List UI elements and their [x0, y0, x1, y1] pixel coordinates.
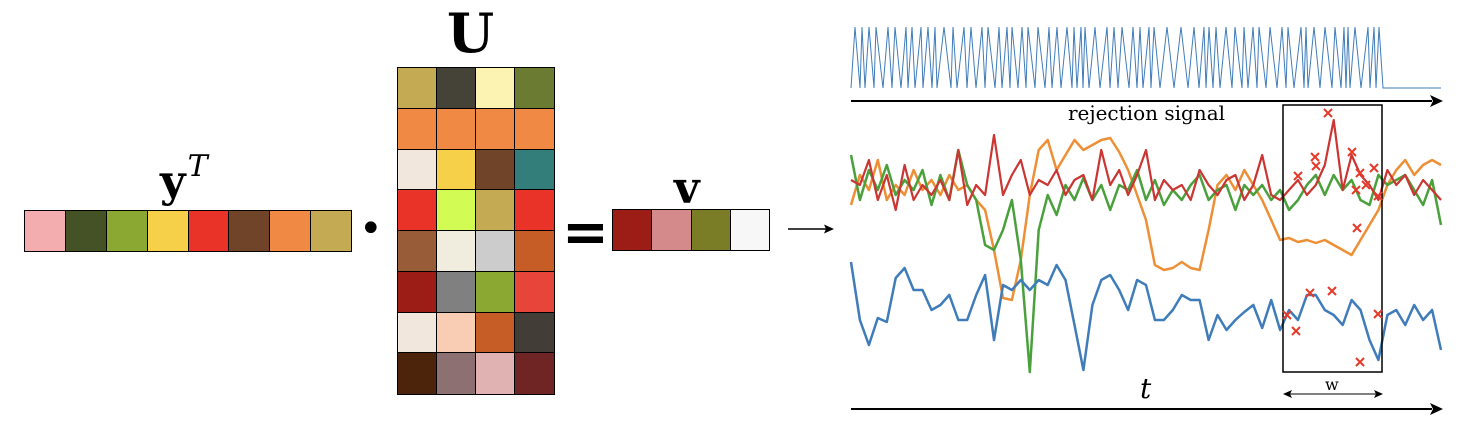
u-matrix-cell: [398, 190, 437, 231]
u-matrix-cell: [437, 271, 476, 313]
rejection-axis-arrowhead: [1430, 95, 1443, 107]
y-vector-cell: [25, 211, 66, 251]
u-matrix-cell: [398, 312, 437, 354]
rejection-marker: [1351, 185, 1361, 195]
u-matrix-cell: [398, 271, 437, 313]
right-arrow-icon: [788, 224, 834, 234]
u-matrix-cell: [515, 312, 554, 354]
y-vector-cell: [188, 211, 230, 251]
orange-series-line: [849, 136, 1442, 302]
u-matrix-cell: [437, 190, 476, 231]
u-matrix-cell: [476, 312, 515, 354]
rejection-signal-label: rejection signal: [1068, 101, 1225, 125]
time-label: t: [1140, 372, 1152, 405]
u-matrix-cell: [476, 231, 515, 272]
rejection-marker: [1352, 223, 1362, 233]
rejection-marker: [1355, 357, 1365, 367]
window-width-arrowhead-right: [1374, 390, 1383, 398]
rejection-marker: [1310, 152, 1320, 162]
rejection-marker: [1369, 163, 1379, 173]
u-matrix-cell: [515, 231, 554, 272]
u-matrix-cell: [476, 271, 515, 313]
v-vector-cell: [652, 210, 692, 250]
u-matrix-cell: [476, 108, 515, 150]
rejection-marker: [1323, 108, 1333, 118]
u-matrix-cell: [398, 149, 437, 191]
v-symbol: v: [674, 163, 700, 214]
y-vector-cell: [147, 211, 189, 251]
rejection-markers: [1282, 108, 1383, 367]
time-axis-arrowhead: [1430, 403, 1443, 415]
u-matrix-cell: [398, 231, 437, 272]
v-vector: [612, 209, 770, 251]
rejection-marker: [1373, 191, 1383, 201]
u-matrix-cell: [398, 108, 437, 150]
window-width-arrowhead-left: [1283, 390, 1292, 398]
u-matrix-cell: [476, 149, 515, 191]
equals-sign: =: [562, 200, 609, 265]
u-matrix-cell: [398, 68, 437, 109]
rejection-marker: [1293, 171, 1303, 181]
y-transpose-symbol: yT: [160, 152, 208, 204]
v-vector-cell: [613, 210, 653, 250]
rejection-marker: [1355, 168, 1365, 178]
u-matrix-cell: [437, 231, 476, 272]
red-series-line: [850, 118, 1442, 212]
dot-operator: •: [359, 206, 383, 252]
rejection-marker: [1291, 326, 1301, 336]
v-vector-cell: [691, 210, 731, 250]
u-matrix: [397, 67, 555, 395]
v-vector-cell: [730, 210, 769, 250]
u-matrix-cell: [437, 149, 476, 191]
u-matrix-cell: [515, 271, 554, 313]
rejection-marker: [1305, 288, 1315, 298]
y-vector-cell: [106, 211, 148, 251]
u-matrix-cell: [437, 312, 476, 354]
rejection-signal-trace: [850, 26, 1441, 89]
u-matrix-cell: [515, 149, 554, 191]
rejection-marker: [1361, 180, 1371, 190]
u-matrix-cell: [398, 353, 437, 394]
y-vector-cell: [65, 211, 107, 251]
u-matrix-cell: [476, 190, 515, 231]
rejection-marker: [1373, 309, 1383, 319]
u-matrix-cell: [515, 108, 554, 150]
y-superscript: T: [187, 149, 208, 184]
y-symbol: y: [160, 156, 186, 207]
y-vector: [24, 210, 352, 252]
u-symbol: U: [447, 1, 495, 65]
u-matrix-cell: [515, 68, 554, 109]
y-vector-cell: [229, 211, 271, 251]
rejection-marker: [1311, 161, 1321, 171]
rejection-marker: [1282, 310, 1292, 320]
y-vector-cell: [270, 211, 312, 251]
window-box: [1282, 104, 1383, 373]
u-matrix-cell: [437, 68, 476, 109]
rejection-marker: [1347, 147, 1357, 157]
u-matrix-cell: [515, 353, 554, 394]
u-matrix-cell: [476, 353, 515, 394]
blue-series-line: [849, 261, 1443, 372]
window-label: w: [1325, 375, 1339, 394]
y-vector-cell: [311, 211, 351, 251]
u-matrix-cell: [515, 190, 554, 231]
u-matrix-cell: [437, 353, 476, 394]
rejection-marker: [1327, 286, 1337, 296]
u-matrix-cell: [476, 68, 515, 109]
u-matrix-cell: [437, 108, 476, 150]
